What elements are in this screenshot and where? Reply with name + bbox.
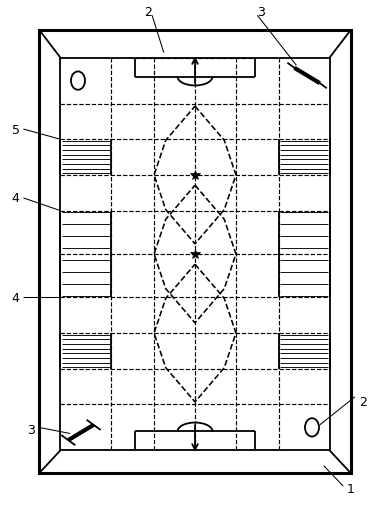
Text: 2: 2 — [144, 6, 152, 19]
Text: 4: 4 — [12, 291, 20, 304]
Bar — [39, 31, 351, 473]
Bar — [60, 59, 330, 450]
Text: 3: 3 — [257, 6, 265, 19]
Text: 1: 1 — [347, 482, 355, 495]
Text: 5: 5 — [12, 123, 20, 136]
Text: 3: 3 — [27, 423, 35, 437]
Text: 2: 2 — [359, 395, 367, 409]
Text: 4: 4 — [12, 192, 20, 205]
